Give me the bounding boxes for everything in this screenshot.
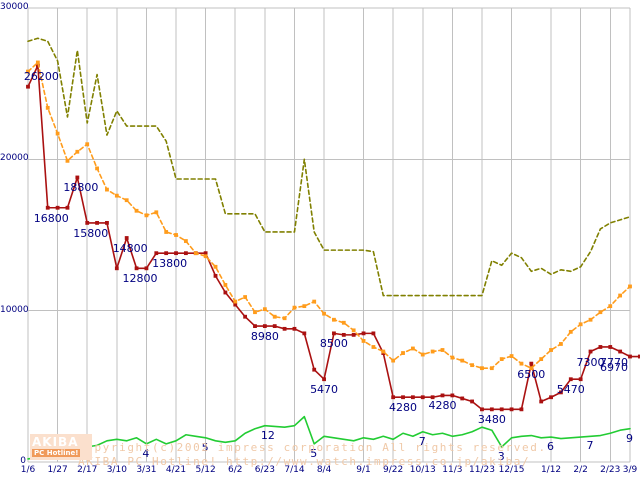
x-axis-tick-label: 3/9 [622,465,638,475]
green-data-label: 5 [310,446,318,460]
x-axis-tick-label: 11/3 [442,465,463,475]
x-axis-tick-label: 4/21 [165,465,187,475]
y-axis-tick-label: 0 [20,456,26,466]
x-axis-tick-label: 9/22 [383,465,404,475]
x-axis-tick-label: 2/23 [600,465,621,475]
x-axis-tick-label: 2/2 [573,465,588,475]
red-data-label: 4280 [428,399,457,413]
x-axis-tick-label: 10/13 [409,465,436,475]
x-axis-tick-label: 6/2 [227,465,243,475]
green-data-label: 12 [260,428,275,442]
red-data-label: 14800 [112,242,148,256]
green-data-label: 7 [586,439,594,453]
y-axis-tick-label: 30000 [0,2,29,12]
series-olive-series [27,37,631,297]
red-data-label: 12800 [122,272,158,286]
x-axis-tick-label: 9/1 [356,465,371,475]
x-axis-tick-label: 1/12 [540,465,562,475]
red-data-label: 8500 [319,337,348,351]
red-data-label: 13800 [152,257,188,271]
x-axis-tick-label: 12/15 [498,465,525,475]
green-data-label: 7 [418,434,426,448]
x-axis-tick-label: 11/23 [468,465,495,475]
watermark-copyright: Copyright(c)2002 impress corporation All… [78,441,547,454]
x-axis-tick-label: 6/23 [254,465,275,475]
x-axis-tick-label: 5/12 [195,465,216,475]
red-data-label: 26200 [23,69,59,83]
red-data-label: 16800 [33,211,69,225]
red-data-label: 18800 [63,181,99,195]
red-data-label: 3480 [477,413,506,427]
y-axis-tick-label: 20000 [0,153,29,164]
red-data-label: 8980 [250,330,279,344]
green-data-label: 5 [201,440,209,454]
x-axis-tick-label: 1/27 [47,465,68,475]
x-axis-tick-label: 3/10 [106,465,127,475]
akiba-logo-subtitle: PC Hotline! [32,449,81,457]
red-data-label: 7770 [600,355,628,369]
x-axis-tick-label: 2/17 [77,465,98,475]
green-data-label: 3 [497,449,505,463]
series-orange-series [26,60,632,371]
x-axis-tick-label: 3/31 [136,465,157,475]
red-data-label: 5470 [556,383,585,397]
red-data-label: 5470 [310,383,339,397]
red-data-label: 6500 [517,367,546,381]
red-data-label: 7300 [576,355,605,369]
akiba-logo-title: AKIBA [32,435,79,449]
akiba-logo: AKIBA PC Hotline! [30,434,92,460]
x-axis-tick-label: 1/6 [20,465,36,475]
red-data-label: 4280 [389,401,418,415]
red-data-label: 15800 [73,226,109,240]
green-data-label: 9 [626,431,633,445]
red-data-label: 6970 [600,360,628,374]
grid-lines [27,7,631,463]
y-axis-tick-label: 10000 [0,304,29,315]
series-green-series [27,415,631,460]
green-data-label: 6 [547,440,555,454]
x-axis-tick-label: 7/14 [284,465,305,475]
watermark-url: AKIBA PC Hotline! http://www.watch.impre… [78,455,531,468]
green-data-label: 4 [142,446,150,460]
x-axis-tick-label: 8/4 [316,465,332,475]
series-red-series [26,63,640,412]
